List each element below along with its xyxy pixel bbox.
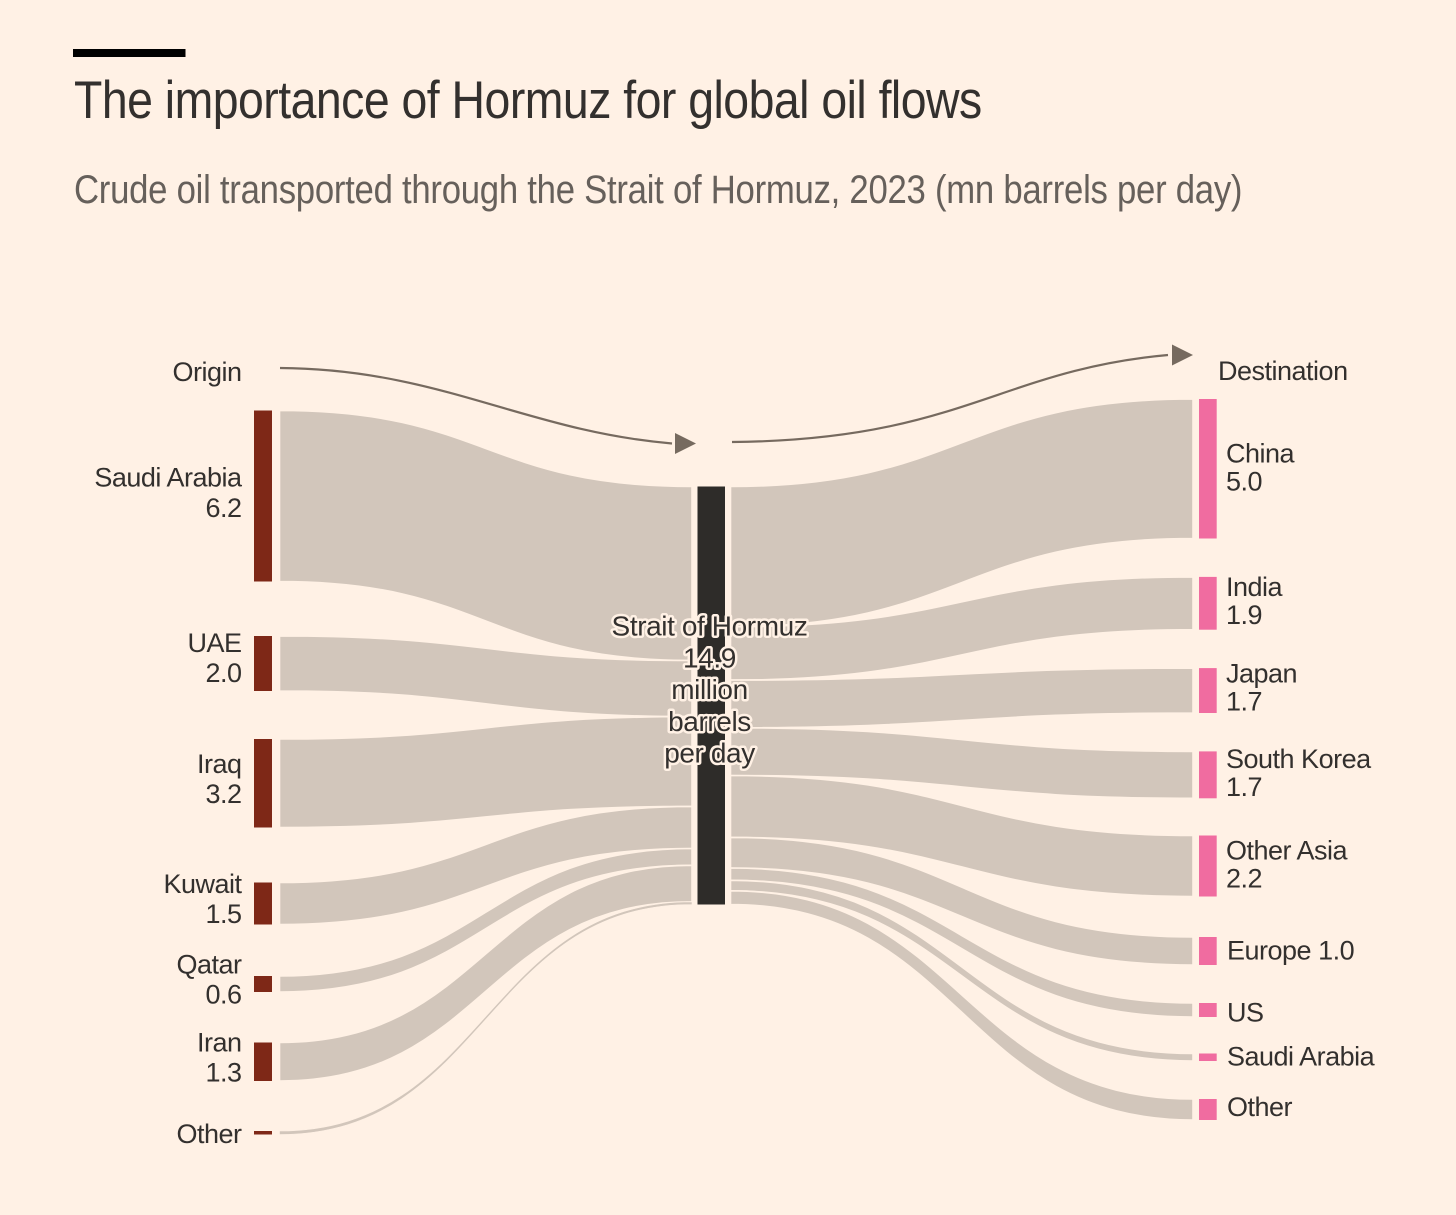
svg-text:5.0: 5.0: [1226, 466, 1262, 496]
svg-text:Strait of Hormuz: Strait of Hormuz: [612, 611, 808, 642]
svg-text:0.6: 0.6: [205, 980, 241, 1010]
svg-text:Other Asia: Other Asia: [1226, 836, 1349, 866]
svg-text:6.2: 6.2: [205, 493, 241, 523]
svg-text:Europe 1.0: Europe 1.0: [1227, 936, 1354, 966]
svg-text:South Korea: South Korea: [1226, 744, 1372, 774]
svg-text:1.5: 1.5: [205, 899, 241, 929]
svg-text:per day: per day: [664, 738, 755, 769]
svg-text:1.3: 1.3: [205, 1057, 241, 1087]
svg-text:3.2: 3.2: [205, 779, 241, 809]
svg-text:1.9: 1.9: [1226, 600, 1262, 630]
svg-text:2.2: 2.2: [1226, 864, 1262, 894]
svg-text:Other: Other: [1227, 1092, 1293, 1122]
svg-text:Origin: Origin: [172, 357, 241, 387]
svg-text:UAE: UAE: [187, 628, 241, 658]
svg-text:Destination: Destination: [1218, 356, 1348, 386]
svg-text:Iran: Iran: [197, 1027, 242, 1057]
svg-text:Saudi Arabia: Saudi Arabia: [94, 463, 243, 493]
svg-text:Other: Other: [176, 1119, 242, 1149]
svg-text:Qatar: Qatar: [176, 950, 242, 980]
svg-text:The importance of Hormuz for g: The importance of Hormuz for global oil …: [74, 70, 982, 130]
svg-text:US: US: [1227, 998, 1264, 1028]
svg-text:barrels: barrels: [668, 706, 751, 737]
svg-text:1.7: 1.7: [1226, 687, 1262, 717]
svg-text:1.7: 1.7: [1226, 772, 1262, 802]
svg-text:2.0: 2.0: [205, 658, 241, 688]
svg-text:Japan: Japan: [1226, 659, 1297, 689]
svg-text:India: India: [1226, 572, 1284, 602]
svg-text:14.9: 14.9: [683, 642, 736, 673]
svg-text:Saudi Arabia: Saudi Arabia: [1227, 1042, 1376, 1072]
svg-text:China: China: [1226, 438, 1296, 468]
svg-text:million: million: [671, 674, 748, 705]
svg-text:Crude oil transported through: Crude oil transported through the Strait…: [74, 167, 1242, 212]
svg-text:Kuwait: Kuwait: [163, 869, 242, 899]
svg-text:Iraq: Iraq: [197, 749, 242, 779]
